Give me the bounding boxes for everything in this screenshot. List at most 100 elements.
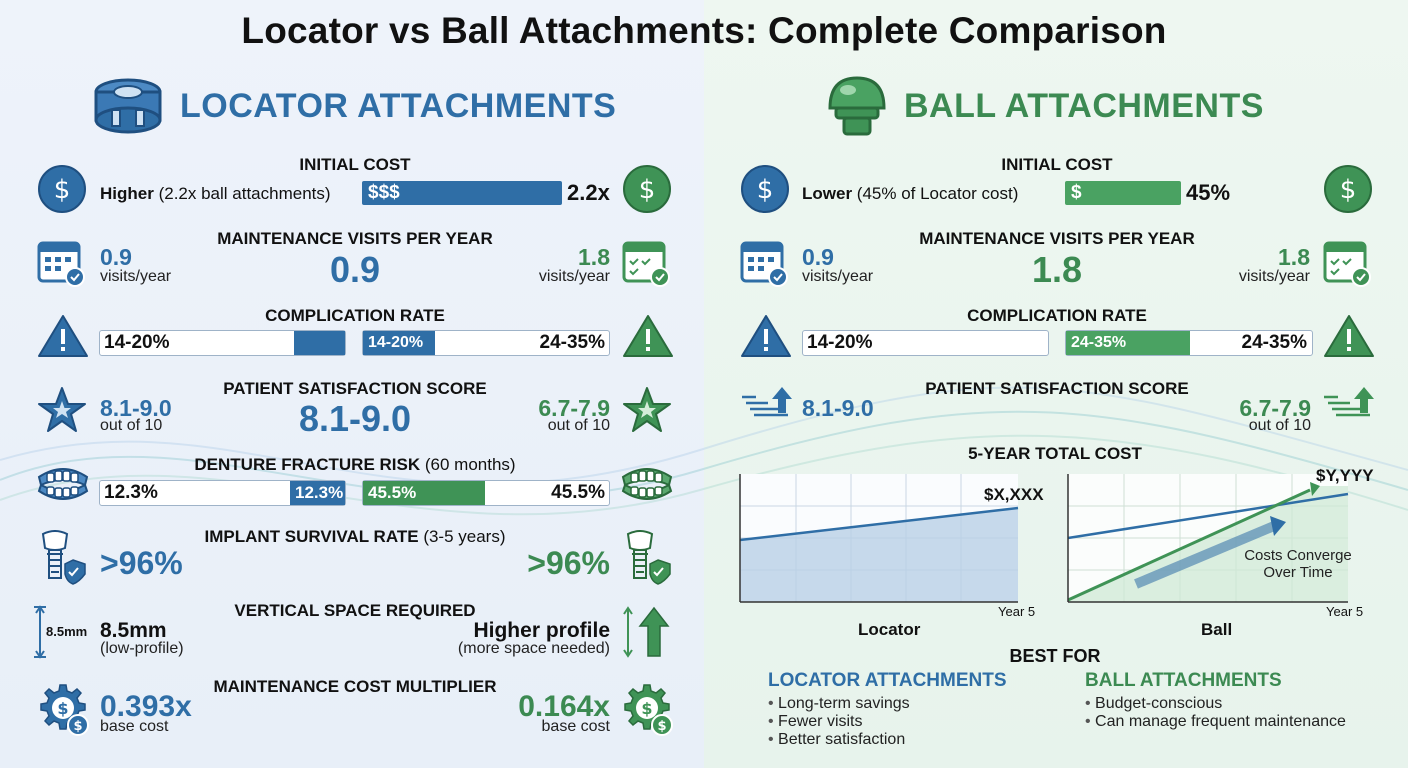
svg-text:$: $ bbox=[641, 699, 652, 718]
ball-satisfaction-right-unit: out of 10 bbox=[1248, 417, 1311, 434]
ball-chart-locator-line bbox=[1067, 492, 1349, 540]
calendar-icon bbox=[740, 241, 788, 287]
ball-satisfaction-left-value: 8.1-9.0 bbox=[802, 395, 874, 421]
locator-cost-bar-label: $$$ bbox=[368, 182, 400, 203]
ball-maintenance-right-unit: visits/year bbox=[1238, 268, 1310, 285]
ball-cost-arrowhead bbox=[1310, 482, 1320, 496]
locator-header: LOCATOR ATTACHMENTS bbox=[92, 74, 616, 138]
locator-maintenance-right-unit: visits/year bbox=[538, 268, 610, 285]
svg-text:$: $ bbox=[54, 175, 71, 205]
locator-fracture-right-value: 45.5% bbox=[551, 482, 605, 503]
locator-complication-right-value: 24-35% bbox=[539, 332, 606, 353]
warning-triangle-icon bbox=[623, 315, 673, 357]
locator-satisfaction-left-value: 8.1-9.0 bbox=[100, 395, 172, 421]
locator-initial-cost-desc: Higher (2.2x ball attachments) bbox=[100, 184, 331, 204]
locator-initial-cost-desc-rest: (2.2x ball attachments) bbox=[158, 184, 331, 203]
dollar-coin-icon: $ bbox=[623, 165, 671, 213]
denture-icon bbox=[37, 468, 89, 500]
locator-initial-cost-desc-bold: Higher bbox=[100, 184, 154, 203]
locator-satisfaction-left-unit: out of 10 bbox=[100, 417, 163, 434]
calendar-check-icon bbox=[622, 241, 670, 287]
ball-header: BALL ATTACHMENTS bbox=[826, 74, 1264, 138]
ball-maintenance-left-unit: visits/year bbox=[802, 268, 874, 285]
locator-survival-heading-sub: (3-5 years) bbox=[423, 527, 506, 546]
locator-satisfaction-right-value: 6.7-7.9 bbox=[538, 395, 610, 421]
ball-complication-bar-value: 24-35% bbox=[1071, 334, 1127, 351]
converge-annotation: Costs Converge Over Time bbox=[1228, 547, 1368, 581]
ball-cost-area bbox=[1068, 486, 1348, 602]
locator-complication-bar-fill bbox=[363, 331, 435, 355]
calendar-check-icon bbox=[1323, 241, 1371, 287]
locator-multiplier-left-value: 0.393x bbox=[100, 690, 192, 723]
locator-survival-heading: IMPLANT SURVIVAL RATE (3-5 years) bbox=[180, 527, 530, 547]
locator-multiplier-right-value: 0.164x bbox=[518, 690, 610, 723]
decorative-wave bbox=[0, 386, 1408, 516]
implant-shield-icon bbox=[626, 530, 671, 585]
svg-text:$: $ bbox=[657, 719, 666, 734]
warning-triangle-icon bbox=[1324, 315, 1374, 357]
locator-survival-left-value: >96% bbox=[100, 545, 183, 581]
locator-vertical-right-unit: (more space needed) bbox=[457, 640, 610, 657]
ball-initial-cost-heading: INITIAL COST bbox=[1001, 155, 1113, 174]
best-for-locator-list: Long-term savings Fewer visits Better sa… bbox=[768, 695, 910, 749]
ball-maintenance-center-value: 1.8 bbox=[1031, 249, 1083, 290]
converge-annotation-line2: Over Time bbox=[1263, 564, 1333, 581]
locator-complication-left-value: 14-20% bbox=[104, 332, 170, 353]
list-item: Can manage frequent maintenance bbox=[1085, 713, 1346, 731]
locator-fracture-heading-sub: (60 months) bbox=[424, 455, 516, 474]
locator-maintenance-left-value: 0.9 bbox=[100, 244, 132, 270]
best-for-heading: BEST FOR bbox=[1009, 646, 1101, 666]
locator-chart-x-label: Year 5 bbox=[998, 604, 1036, 619]
best-for-ball-list: Budget-conscious Can manage frequent mai… bbox=[1085, 695, 1346, 731]
ball-cost-bar bbox=[1065, 181, 1181, 205]
warning-triangle-icon bbox=[741, 315, 791, 357]
ball-cost-line bbox=[1067, 488, 1311, 602]
converge-arrow bbox=[1134, 521, 1276, 589]
ball-initial-cost-desc: Lower (45% of Locator cost) bbox=[802, 184, 1018, 204]
locator-fracture-left-fill bbox=[290, 481, 345, 505]
ball-chart-x-label: Year 5 bbox=[1326, 604, 1364, 619]
locator-cost-line bbox=[739, 506, 1019, 542]
trend-up-icon bbox=[742, 387, 792, 417]
ball-complication-right-value: 24-35% bbox=[1241, 332, 1308, 353]
denture-icon bbox=[621, 468, 673, 500]
locator-chart-caption: Locator bbox=[858, 620, 921, 639]
locator-fracture-heading-main: DENTURE FRACTURE RISK bbox=[194, 455, 421, 474]
ball-chart-caption: Ball bbox=[1201, 620, 1233, 639]
locator-survival-heading-main: IMPLANT SURVIVAL RATE bbox=[204, 527, 419, 546]
list-item: Fewer visits bbox=[768, 713, 910, 731]
warning-triangle-icon bbox=[38, 315, 88, 357]
ball-complication-left-value: 14-20% bbox=[807, 332, 873, 353]
ball-panel-bg bbox=[704, 0, 1408, 768]
vertical-dimension-icon bbox=[34, 605, 46, 659]
locator-maintenance-heading: MAINTENANCE VISITS PER YEAR bbox=[217, 229, 493, 248]
ball-cost-chart bbox=[1067, 474, 1349, 603]
star-icon bbox=[623, 387, 671, 432]
converge-annotation-line1: Costs Converge bbox=[1244, 547, 1352, 564]
ball-satisfaction-heading: PATIENT SATISFACTION SCORE bbox=[925, 379, 1189, 398]
up-arrow-icon bbox=[623, 606, 670, 658]
best-for-ball-title: BALL ATTACHMENTS bbox=[1085, 670, 1282, 691]
locator-fracture-heading: DENTURE FRACTURE RISK (60 months) bbox=[180, 455, 530, 475]
ball-cost-bar-label: $ bbox=[1071, 182, 1082, 203]
svg-text:$: $ bbox=[639, 175, 656, 205]
locator-fracture-left-value: 12.3% bbox=[104, 482, 158, 503]
locator-satisfaction-right-unit: out of 10 bbox=[547, 417, 610, 434]
total-cost-heading: 5-YEAR TOTAL COST bbox=[968, 444, 1142, 463]
ball-chart-value-label: $Y,YYY bbox=[1316, 466, 1374, 485]
locator-chart-value-label: $X,XXX bbox=[984, 485, 1044, 504]
ball-initial-cost-desc-rest: (45% of Locator cost) bbox=[856, 184, 1019, 203]
locator-fracture-left-bar-value: 12.3% bbox=[295, 483, 344, 502]
trend-up-icon bbox=[1324, 387, 1374, 417]
page-title: Locator vs Ball Attachments: Complete Co… bbox=[241, 10, 1167, 51]
dollar-coin-icon: $ bbox=[741, 165, 789, 213]
locator-complication-left-fill bbox=[294, 331, 345, 355]
locator-complication-heading: COMPLICATION RATE bbox=[265, 306, 445, 325]
locator-fracture-right-bar-value: 45.5% bbox=[368, 483, 417, 502]
svg-text:$: $ bbox=[1340, 175, 1357, 205]
ball-complication-heading: COMPLICATION RATE bbox=[967, 306, 1147, 325]
ball-attachment-icon bbox=[828, 76, 886, 136]
locator-vertical-right-value: Higher profile bbox=[473, 619, 610, 642]
locator-multiplier-left-unit: base cost bbox=[100, 718, 169, 735]
locator-maintenance-center-value: 0.9 bbox=[329, 249, 381, 290]
